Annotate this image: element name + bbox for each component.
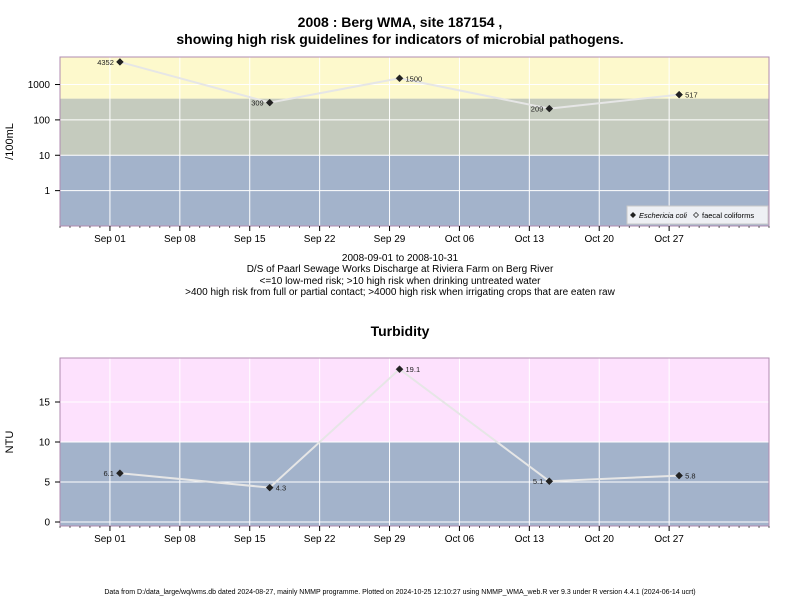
x-tick-label: Sep 01 — [94, 234, 126, 245]
data-label: 6.1 — [103, 469, 113, 478]
x-tick-label: Sep 22 — [304, 234, 336, 245]
legend-marker — [693, 212, 699, 218]
data-point — [545, 104, 554, 113]
x-tick-label: Sep 15 — [234, 234, 266, 245]
data-label: 4.3 — [276, 484, 286, 493]
data-label: 1500 — [406, 74, 423, 83]
risk-band-1 — [60, 358, 769, 442]
risk-band-1 — [60, 98, 769, 156]
data-label: 5.8 — [685, 472, 695, 481]
data-point — [395, 74, 404, 83]
x-tick-label: Sep 15 — [234, 534, 266, 545]
x-tick-label: Oct 27 — [654, 534, 684, 545]
y-tick-label: 1000 — [28, 80, 51, 91]
turbidity-title: Turbidity — [370, 323, 430, 339]
data-label: 517 — [685, 91, 698, 100]
y-tick-label: 10 — [39, 151, 51, 162]
y-tick-label: 5 — [44, 478, 50, 489]
risk-band-0 — [60, 442, 769, 526]
x-tick-label: Sep 29 — [374, 234, 406, 245]
y-tick-label: 15 — [39, 398, 51, 409]
legend-entry: Eschericia coli — [639, 211, 687, 220]
x-tick-label: Sep 08 — [164, 534, 196, 545]
y-axis-label: NTU — [4, 431, 16, 454]
data-point — [545, 477, 554, 486]
guideline-drinking: <=10 low-med risk; >10 high risk when dr… — [259, 276, 541, 287]
plot-frame — [59, 56, 770, 227]
x-tick-label: Oct 20 — [585, 534, 615, 545]
x-tick-label: Oct 27 — [654, 234, 684, 245]
x-tick-label: Sep 29 — [374, 534, 406, 545]
chart-title: 2008 : Berg WMA, site 187154 , — [297, 14, 503, 30]
footer-note: Data from D:/data_large/wq/wms.db dated … — [104, 589, 696, 596]
data-label: 5.1 — [533, 477, 543, 486]
data-point — [675, 90, 683, 99]
data-point — [395, 365, 404, 374]
microbial-chart: Sep 01 Sep 08 Sep 15 Sep 22 Sep 29 Oct 06 Oct … — [4, 56, 770, 245]
turbidity-chart: Sep 01 Sep 08 Sep 15 Sep 22 Sep 29 Oct 06 Oct … — [4, 357, 770, 545]
y-tick-label: 10 — [39, 438, 51, 449]
x-tick-label: Oct 13 — [515, 234, 545, 245]
site-description: D/S of Paarl Sewage Works Discharge at R… — [246, 264, 554, 275]
chart-subtitle: showing high risk guidelines for indicat… — [176, 31, 624, 47]
data-label: 4352 — [97, 58, 114, 67]
legend-marker — [630, 212, 636, 218]
y-axis-label: /100mL — [4, 123, 16, 160]
legend-box — [626, 205, 769, 225]
y-tick-label: 1 — [44, 186, 50, 197]
x-tick-label: Sep 01 — [94, 534, 126, 545]
data-point — [116, 469, 124, 478]
data-point — [116, 58, 124, 66]
x-tick-label: Oct 06 — [445, 234, 475, 245]
data-label: 19.1 — [406, 365, 421, 374]
data-point — [675, 471, 683, 480]
legend-entry: faecal coliforms — [702, 211, 754, 220]
y-tick-label: 100 — [33, 115, 50, 126]
guideline-contact: >400 high risk from full or partial cont… — [185, 287, 615, 298]
data-point — [265, 98, 274, 107]
data-label: 309 — [251, 99, 264, 108]
date-range: 2008-09-01 to 2008-10-31 — [341, 253, 459, 264]
x-tick-label: Oct 13 — [515, 534, 545, 545]
data-label: 209 — [531, 105, 544, 114]
y-tick-label: 0 — [44, 518, 50, 529]
x-tick-label: Sep 08 — [164, 234, 196, 245]
x-tick-label: Sep 22 — [304, 534, 336, 545]
x-tick-label: Oct 06 — [445, 534, 475, 545]
x-tick-label: Oct 20 — [585, 234, 615, 245]
data-point — [265, 483, 274, 492]
